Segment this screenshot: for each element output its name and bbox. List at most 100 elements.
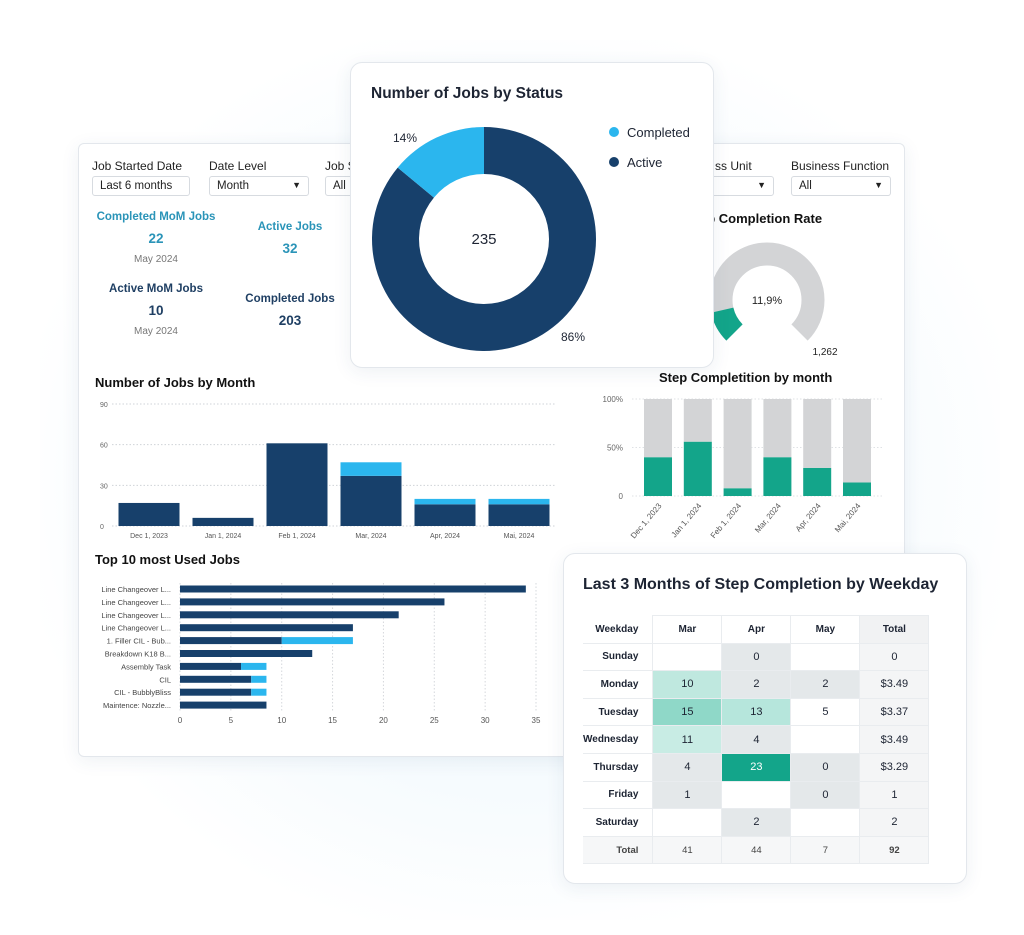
table-row: Sunday 0 0 [583, 642, 930, 672]
bar-segment [251, 675, 267, 683]
table-row: Wednesday 11 4 $3.49 [583, 725, 930, 754]
table-cell: 1 [859, 780, 930, 810]
bar-segment [118, 502, 180, 526]
donut-label-active: 86% [561, 330, 586, 344]
x-tick-label: 5 [229, 716, 234, 725]
table-cell [652, 808, 723, 837]
date-level-select[interactable]: Month ▼ [209, 176, 309, 196]
bar-segment [340, 475, 402, 526]
y-tick-label: Breakdown K18 B... [105, 650, 171, 659]
legend-item-completed[interactable]: Completed [609, 125, 690, 140]
bar-segment [251, 688, 267, 696]
bar-segment [488, 504, 550, 526]
y-tick-label: 100% [603, 395, 623, 404]
x-tick-label: 20 [379, 716, 388, 725]
bar-segment [843, 399, 871, 483]
weekday-label: Wednesday [583, 725, 654, 754]
bar-segment [180, 688, 252, 696]
x-tick-label: Jan 1, 2024 [670, 501, 704, 539]
table-header-row: Weekday Mar Apr May Total [583, 615, 930, 644]
bar-segment [644, 457, 672, 496]
x-tick-label: Apr, 2024 [430, 533, 460, 540]
bar-segment [763, 457, 792, 496]
kpi-title: Completed MoM Jobs [96, 211, 216, 223]
table-cell [790, 725, 861, 754]
y-tick-label: Line Changeover L... [101, 585, 171, 594]
bar-segment [180, 598, 445, 606]
table-cell: 2 [721, 670, 792, 699]
legend-item-active[interactable]: Active [609, 155, 662, 170]
bar-segment [241, 662, 267, 670]
y-tick-label: Line Changeover L... [101, 611, 171, 620]
table-cell [790, 642, 861, 672]
table-cell: 10 [652, 670, 723, 699]
x-tick-label: 35 [532, 716, 541, 725]
x-tick-label: 15 [328, 716, 337, 725]
bar-segment [843, 482, 871, 496]
bar-segment [266, 443, 328, 526]
column-header: Weekday [583, 615, 654, 644]
filter-label-date-level: Date Level [209, 159, 267, 173]
bar-segment [180, 701, 267, 709]
table-cell: $3.29 [859, 752, 930, 782]
weekday-table-title: Last 3 Months of Step Completion by Week… [583, 576, 939, 593]
table-cell: 7 [790, 835, 861, 865]
column-header: May [790, 615, 861, 644]
bar-segment [340, 462, 402, 476]
jobs-by-month-title: Number of Jobs by Month [95, 375, 256, 390]
x-tick-label: Jan 1, 2024 [205, 533, 242, 540]
y-tick-label: 60 [100, 443, 108, 450]
filter-label-business-function: Business Function [791, 159, 890, 173]
filter-label-job-status: Job S [325, 159, 356, 173]
bar-segment [180, 650, 313, 657]
table-cell [652, 642, 723, 672]
weekday-label: Monday [583, 670, 654, 699]
donut-slice-active [372, 127, 596, 351]
business-function-select[interactable]: All ▼ [791, 176, 891, 196]
table-cell: 15 [652, 697, 723, 727]
gauge-title: ep Completion Rate [700, 211, 823, 226]
kpi-subtitle: May 2024 [134, 254, 178, 265]
y-tick-label: 0 [100, 524, 104, 531]
table-cell [721, 780, 792, 810]
kpi-title: Active Jobs [257, 221, 323, 233]
bar-segment [723, 488, 752, 496]
filter-value: Last 6 months [100, 180, 173, 192]
bar-segment [180, 611, 399, 619]
kpi-value: 10 [148, 303, 164, 318]
bar-segment [683, 399, 712, 442]
y-tick-label: 1. Filler CIL - Bub... [107, 637, 171, 646]
weekday-label: Tuesday [583, 697, 654, 727]
x-tick-label: Mar, 2024 [355, 533, 386, 540]
x-tick-label: 10 [277, 716, 286, 725]
chevron-down-icon: ▼ [757, 180, 766, 190]
table-cell: 11 [652, 725, 723, 754]
y-tick-label: Assembly Task [121, 662, 171, 671]
table-row: Saturday 2 2 [583, 808, 930, 837]
table-row: Tuesday 15 13 5 $3.37 [583, 697, 930, 727]
bar-segment [414, 504, 476, 526]
table-row: Thursday 4 23 0 $3.29 [583, 752, 930, 782]
donut-chart [372, 127, 596, 351]
chevron-down-icon: ▼ [874, 180, 883, 190]
job-started-date-input[interactable]: Last 6 months [92, 176, 190, 196]
x-tick-label: Mar, 2024 [753, 501, 783, 534]
weekday-label: Sunday [583, 642, 654, 672]
table-cell: 0 [790, 780, 861, 810]
table-row: Monday 10 2 2 $3.49 [583, 670, 930, 699]
x-tick-label: Dec 1, 2023 [130, 533, 168, 540]
x-tick-label: Feb 1, 2024 [278, 533, 315, 540]
filter-value: Month [217, 180, 249, 192]
legend-swatch [609, 157, 619, 167]
table-cell: 5 [790, 697, 861, 727]
kpi-subtitle: May 2024 [134, 326, 178, 337]
x-tick-label: 0 [178, 716, 183, 725]
legend-swatch [609, 127, 619, 137]
y-tick-label: CIL - BubblyBliss [114, 688, 171, 697]
table-cell: 2 [721, 808, 792, 837]
x-tick-label: Mai, 2024 [833, 501, 863, 534]
column-header: Total [859, 615, 930, 644]
weekday-label: Saturday [583, 808, 654, 837]
weekday-label: Total [583, 835, 654, 865]
y-tick-label: 0 [619, 492, 624, 501]
